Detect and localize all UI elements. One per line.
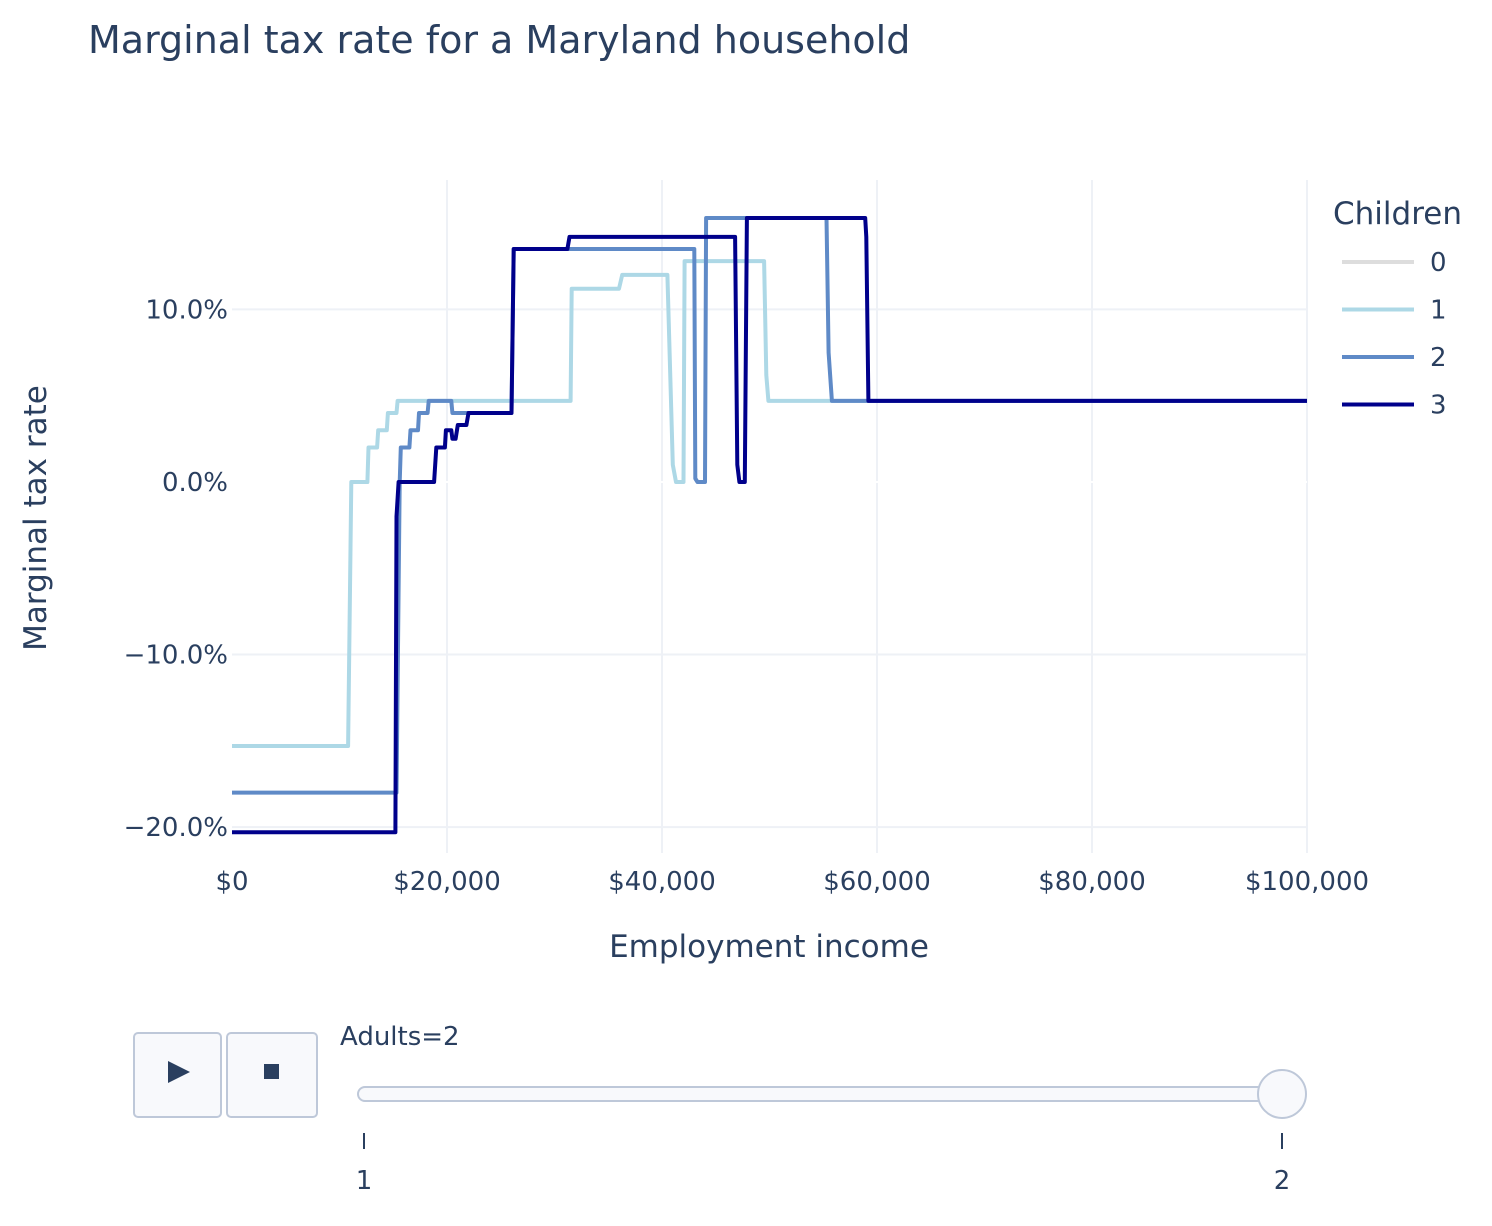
- play-icon: [168, 1061, 190, 1083]
- y-tick-label: 10.0%: [145, 295, 228, 325]
- legend-label-1[interactable]: 1: [1430, 296, 1447, 326]
- slider-tick-label-2: 2: [1274, 1166, 1291, 1196]
- legend-label-2[interactable]: 2: [1430, 343, 1447, 373]
- slider-rail[interactable]: [357, 1086, 1284, 1102]
- legend-label-3[interactable]: 3: [1430, 391, 1447, 421]
- legend-label-0[interactable]: 0: [1430, 248, 1447, 278]
- slider-tick-label-1: 1: [356, 1166, 373, 1196]
- series-line-3-children: [232, 216, 1307, 835]
- legend: Children 0 1 2 3: [1333, 196, 1462, 421]
- adults-slider[interactable]: [357, 1069, 1307, 1119]
- chart-title: Marginal tax rate for a Maryland househo…: [88, 18, 910, 62]
- stop-button[interactable]: [226, 1032, 318, 1118]
- series-line-2-children: [232, 216, 1307, 795]
- play-button[interactable]: [133, 1032, 222, 1118]
- slider-handle[interactable]: [1257, 1069, 1307, 1119]
- y-axis-ticks: −20.0% −10.0% 0.0% 10.0%: [124, 295, 228, 843]
- x-tick-label: $80,000: [1038, 867, 1146, 897]
- grid: [232, 180, 1308, 853]
- x-tick-label: $20,000: [393, 867, 501, 897]
- x-tick-label: $100,000: [1245, 867, 1369, 897]
- plot-lines: [232, 216, 1307, 835]
- y-tick-label: 0.0%: [162, 468, 228, 498]
- stop-icon: [264, 1064, 279, 1079]
- slider-current-value: Adults=2: [340, 1022, 460, 1052]
- y-axis-title: Marginal tax rate: [18, 385, 54, 651]
- legend-title: Children: [1333, 196, 1462, 232]
- x-tick-label: $0: [215, 867, 248, 897]
- x-axis-title: Employment income: [609, 929, 929, 965]
- slider-ticks: 1 2: [356, 1133, 1291, 1196]
- x-axis-ticks: $0 $20,000 $40,000 $60,000 $80,000 $100,000: [215, 867, 1369, 897]
- series-line-1-children: [232, 259, 1307, 748]
- y-tick-label: −10.0%: [124, 641, 228, 671]
- x-tick-label: $40,000: [608, 867, 716, 897]
- x-tick-label: $60,000: [823, 867, 931, 897]
- y-tick-label: −20.0%: [124, 813, 228, 843]
